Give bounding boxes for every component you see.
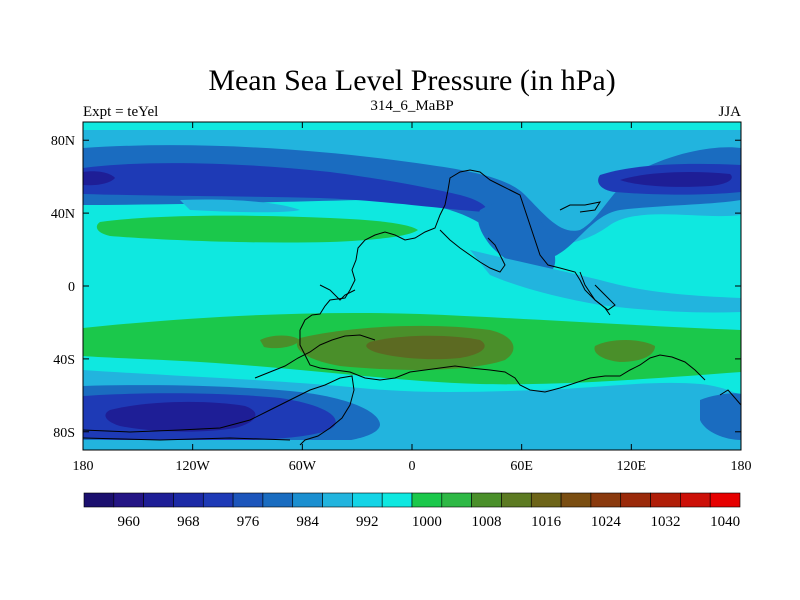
colorbar-swatch	[501, 492, 532, 508]
lon-tick-label: 120W	[176, 459, 211, 474]
colorbar-swatch	[471, 492, 502, 508]
contour-darkest-blue-south	[105, 401, 256, 432]
map-title: Mean Sea Level Pressure (in hPa)	[208, 64, 615, 97]
colorbar-swatch	[680, 492, 711, 508]
lat-tick-label: 80S	[53, 426, 75, 441]
colorbar-swatch	[560, 492, 592, 508]
colorbar-label: 1008	[472, 514, 502, 530]
lon-tick-label: 60E	[510, 459, 533, 474]
lat-tick-label: 80N	[51, 134, 75, 149]
colorbar-label: 1016	[531, 514, 562, 530]
lat-tick-label: 40N	[51, 207, 75, 222]
colorbar-swatch	[650, 492, 681, 508]
colorbar-label: 1032	[650, 514, 680, 530]
lon-tick-label: 0	[409, 459, 416, 474]
colorbar-swatch	[530, 492, 562, 508]
colorbar-swatch	[83, 492, 115, 508]
lat-tick-label: 0	[68, 280, 75, 295]
lon-tick-label: 180	[731, 459, 752, 474]
colorbar-label: 984	[296, 514, 319, 530]
lon-tick-label: 120E	[617, 459, 647, 474]
contour-olive-west	[260, 335, 300, 349]
contour-brown-center	[366, 335, 485, 360]
latitude-axis: 80N 40N 0 40S 80S	[51, 134, 741, 441]
colorbar-swatch	[381, 492, 413, 508]
colorbar-label: 1024	[591, 514, 622, 530]
contour-mid-blue-southeast	[700, 393, 741, 440]
longitude-axis: 180 120W 60W 0 60E 120E 180	[73, 122, 752, 474]
contour-deep-blue-north	[83, 163, 487, 212]
lon-tick-label: 60W	[289, 459, 317, 474]
colorbar-swatch	[202, 492, 234, 508]
pressure-field	[83, 122, 741, 450]
experiment-label: Expt = teYel	[83, 104, 158, 120]
colorbar-label: 1040	[710, 514, 740, 530]
colorbar-swatch	[620, 492, 651, 508]
colorbar-swatch	[322, 492, 353, 508]
colorbar-swatch	[262, 492, 294, 508]
colorbar: 960 968 976 984 992 1000 1008 1016 1024 1032 1040	[83, 492, 741, 530]
contour-light-blue-west	[180, 199, 300, 213]
colorbar-swatch	[352, 492, 383, 508]
colorbar-swatch	[143, 492, 174, 508]
colorbar-label: 960	[117, 514, 140, 530]
colorbar-swatch	[441, 492, 472, 508]
colorbar-swatch	[411, 492, 443, 508]
colorbar-label: 968	[177, 514, 200, 530]
run-label: 314_6_MaBP	[370, 98, 453, 114]
colorbar-swatch	[113, 492, 144, 508]
coastlines	[83, 169, 741, 446]
lon-tick-label: 180	[73, 459, 94, 474]
contour-darkest-blue-ne	[620, 172, 732, 187]
colorbar-swatch	[590, 492, 622, 508]
colorbar-swatch	[232, 492, 264, 508]
colorbar-label: 976	[237, 514, 260, 530]
colorbar-swatch	[173, 492, 204, 508]
colorbar-label: 992	[356, 514, 379, 530]
contour-mid-blue-pacific	[478, 201, 556, 273]
colorbar-swatch	[709, 492, 741, 508]
contour-green-north	[96, 215, 418, 243]
colorbar-swatch	[292, 492, 323, 508]
contour-light-blue-tropics	[470, 250, 741, 313]
lat-tick-label: 40S	[53, 353, 75, 368]
season-label: JJA	[718, 104, 741, 120]
colorbar-label: 1000	[412, 514, 442, 530]
contour-darkest-blue-nw	[83, 171, 115, 186]
contour-olive-east	[594, 340, 655, 362]
